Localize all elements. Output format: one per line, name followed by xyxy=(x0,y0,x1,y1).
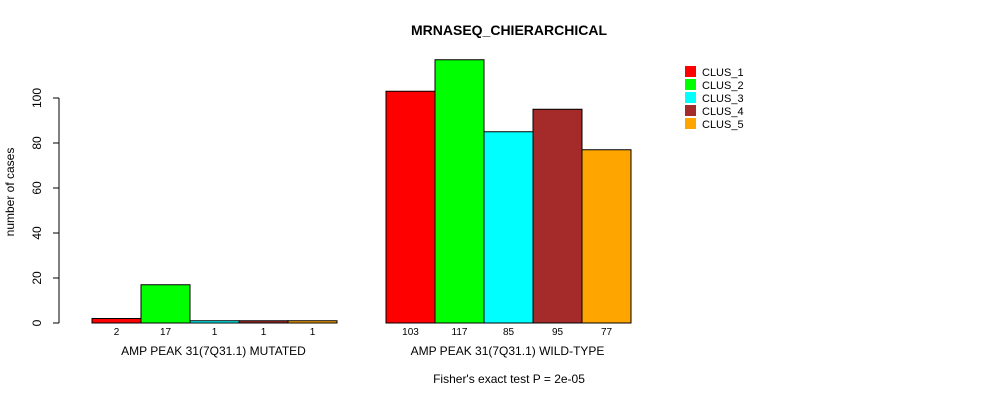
y-tick-label: 100 xyxy=(30,88,44,108)
bar-clus-5 xyxy=(287,320,338,324)
bar-value-label: 117 xyxy=(452,327,468,338)
bar-clus-4 xyxy=(238,320,289,324)
bar-value-label: 2 xyxy=(114,327,120,338)
legend-swatch xyxy=(685,105,696,116)
legend-swatch xyxy=(685,79,696,90)
group-label: AMP PEAK 31(7Q31.1) WILD-TYPE xyxy=(411,344,605,358)
bar-clus-1 xyxy=(385,90,436,324)
bar-value-label: 1 xyxy=(310,327,316,338)
bar-value-label: 1 xyxy=(261,327,267,338)
legend-swatch xyxy=(685,66,696,77)
legend-label: CLUS_1 xyxy=(702,67,744,79)
bar-clus-2 xyxy=(140,284,191,324)
legend-label: CLUS_4 xyxy=(702,106,744,118)
bar-clus-2 xyxy=(434,59,485,324)
legend-label: CLUS_2 xyxy=(702,80,744,92)
bars xyxy=(91,59,632,324)
chart-title: MRNASEQ_CHIERARCHICAL xyxy=(411,22,607,38)
bar-value-label: 1 xyxy=(212,327,218,338)
bar-clus-3 xyxy=(189,320,240,324)
bar-value-label: 85 xyxy=(503,327,515,338)
bar-value-label: 103 xyxy=(402,327,419,338)
fisher-test-footer: Fisher's exact test P = 2e-05 xyxy=(433,372,585,386)
y-axis: 0 20 40 60 80 100 xyxy=(30,88,60,326)
group-label: AMP PEAK 31(7Q31.1) MUTATED xyxy=(121,344,306,358)
group-labels: AMP PEAK 31(7Q31.1) MUTATED AMP PEAK 31(7… xyxy=(121,344,604,358)
bar-value-label: 95 xyxy=(552,327,564,338)
bar-clus-1 xyxy=(91,318,142,324)
y-tick-label: 20 xyxy=(30,271,44,285)
legend-swatch xyxy=(685,92,696,103)
bar-value-labels: 2 17 1 1 1 103 117 85 95 77 xyxy=(114,327,613,338)
bar-clus-3 xyxy=(483,131,534,324)
y-tick-label: 80 xyxy=(30,136,44,150)
legend-label: CLUS_3 xyxy=(702,93,744,105)
y-axis-label: number of cases xyxy=(3,148,17,237)
legend-swatch xyxy=(685,118,696,129)
y-tick-label: 40 xyxy=(30,226,44,240)
bar-value-label: 17 xyxy=(160,327,172,338)
y-tick-label: 60 xyxy=(30,181,44,195)
y-tick-label: 0 xyxy=(30,319,44,326)
bar-clus-5 xyxy=(581,149,632,324)
legend-label: CLUS_5 xyxy=(702,119,744,131)
bar-value-label: 77 xyxy=(601,327,613,338)
bar-clus-4 xyxy=(532,108,583,324)
